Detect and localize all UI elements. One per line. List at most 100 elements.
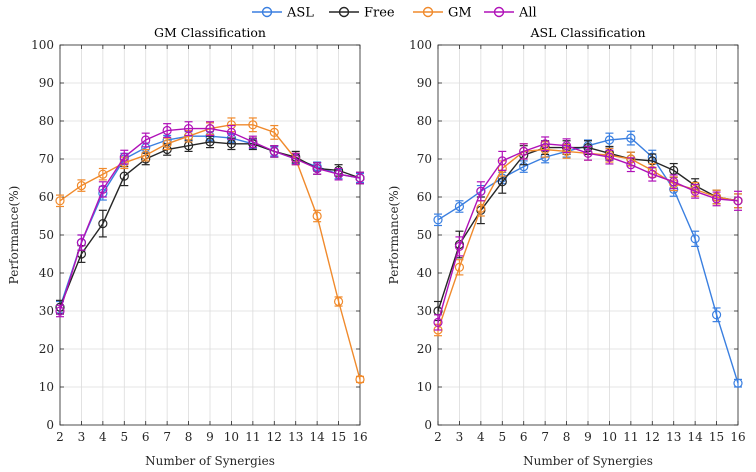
y-tick-label: 0 xyxy=(424,418,432,432)
data-point xyxy=(312,163,322,174)
data-point xyxy=(248,137,258,147)
data-point xyxy=(141,150,151,160)
data-point xyxy=(433,215,443,225)
error-bar xyxy=(270,124,279,140)
x-tick-label: 5 xyxy=(498,430,506,444)
data-point xyxy=(269,127,279,137)
data-point xyxy=(476,186,486,196)
data-point xyxy=(119,152,129,162)
data-point xyxy=(355,374,365,384)
data-point xyxy=(690,234,700,244)
x-tick-label: 8 xyxy=(185,430,193,444)
data-point xyxy=(454,241,465,251)
legend: ASL Free GM All xyxy=(252,6,537,21)
x-tick-label: 8 xyxy=(563,430,571,444)
panel-asl-classification: ASL Classification Number of Synergies P… xyxy=(387,25,746,468)
legend-label: Free xyxy=(364,6,395,21)
y-tick-label: 40 xyxy=(39,266,54,280)
legend-entry-all: All xyxy=(484,6,537,21)
panel-gm-classification: GM Classification Number of Synergies Pe… xyxy=(7,25,368,468)
error-bar xyxy=(434,314,442,331)
x-tick-label: 4 xyxy=(99,430,107,444)
error-bar xyxy=(98,181,107,198)
data-point xyxy=(226,127,237,137)
y-tick-label: 70 xyxy=(417,152,432,166)
data-point xyxy=(626,160,636,170)
x-tick-label: 16 xyxy=(730,430,745,444)
x-tick-label: 16 xyxy=(352,430,367,444)
data-point xyxy=(183,124,194,134)
x-tick-label: 5 xyxy=(120,430,128,444)
data-point xyxy=(205,137,215,147)
data-point xyxy=(647,169,657,179)
data-point xyxy=(55,306,65,316)
panel-title: GM Classification xyxy=(154,25,266,40)
y-tick-label: 50 xyxy=(39,228,54,242)
data-point xyxy=(312,211,322,221)
legend-entry-free: Free xyxy=(329,6,395,21)
legend-entry-asl: ASL xyxy=(252,6,314,21)
x-tick-label: 15 xyxy=(709,430,724,444)
error-bar xyxy=(455,259,464,276)
data-point xyxy=(98,219,108,229)
error-bar xyxy=(734,190,742,211)
legend-marker xyxy=(493,6,505,18)
data-point xyxy=(561,141,572,151)
data-point xyxy=(205,124,215,134)
data-point xyxy=(626,133,636,143)
y-tick-label: 60 xyxy=(39,190,54,204)
error-bar xyxy=(476,181,485,202)
data-point xyxy=(497,156,507,166)
data-point xyxy=(540,139,550,149)
x-tick-label: 11 xyxy=(623,430,638,444)
data-point xyxy=(604,135,615,145)
x-tick-label: 13 xyxy=(666,430,681,444)
x-tick-label: 10 xyxy=(224,430,239,444)
error-bar xyxy=(519,143,528,160)
data-point xyxy=(711,194,722,204)
y-tick-label: 90 xyxy=(417,76,432,90)
x-axis-label: Number of Synergies xyxy=(145,454,275,468)
data-point xyxy=(669,177,679,187)
error-bar xyxy=(691,230,700,247)
data-point xyxy=(519,146,529,156)
data-point xyxy=(433,317,443,327)
data-point xyxy=(733,196,743,206)
x-tick-label: 12 xyxy=(645,430,660,444)
data-point xyxy=(711,310,722,320)
x-tick-label: 6 xyxy=(520,430,528,444)
grid xyxy=(59,44,361,426)
data-point xyxy=(454,201,465,212)
x-tick-label: 7 xyxy=(163,430,171,444)
data-point xyxy=(98,184,108,194)
x-tick-label: 3 xyxy=(456,430,464,444)
y-axis-label: Performance(%) xyxy=(387,186,401,285)
error-bar xyxy=(498,150,507,171)
data-point xyxy=(98,169,108,179)
data-point xyxy=(604,152,615,162)
data-point xyxy=(76,238,87,248)
legend-marker xyxy=(422,6,434,18)
y-tick-label: 100 xyxy=(31,38,54,52)
y-tick-label: 60 xyxy=(417,190,432,204)
y-tick-label: 40 xyxy=(417,266,432,280)
data-point xyxy=(55,196,65,206)
legend-entry-gm: GM xyxy=(413,6,472,21)
data-point xyxy=(690,186,700,196)
y-axis-label: Performance(%) xyxy=(7,186,21,285)
x-axis-label: Number of Synergies xyxy=(523,454,653,468)
x-tick-label: 15 xyxy=(331,430,346,444)
data-point xyxy=(162,125,172,136)
legend-label: All xyxy=(518,6,537,21)
data-point xyxy=(476,203,486,213)
data-point xyxy=(141,135,151,145)
x-tick-label: 9 xyxy=(584,430,592,444)
y-tick-label: 70 xyxy=(39,152,54,166)
panel-title: ASL Classification xyxy=(529,25,645,40)
y-tick-label: 10 xyxy=(417,380,432,394)
data-point xyxy=(248,120,258,130)
data-point xyxy=(269,146,279,156)
data-point xyxy=(333,169,344,179)
y-tick-label: 0 xyxy=(46,418,54,432)
data-point xyxy=(291,154,301,164)
